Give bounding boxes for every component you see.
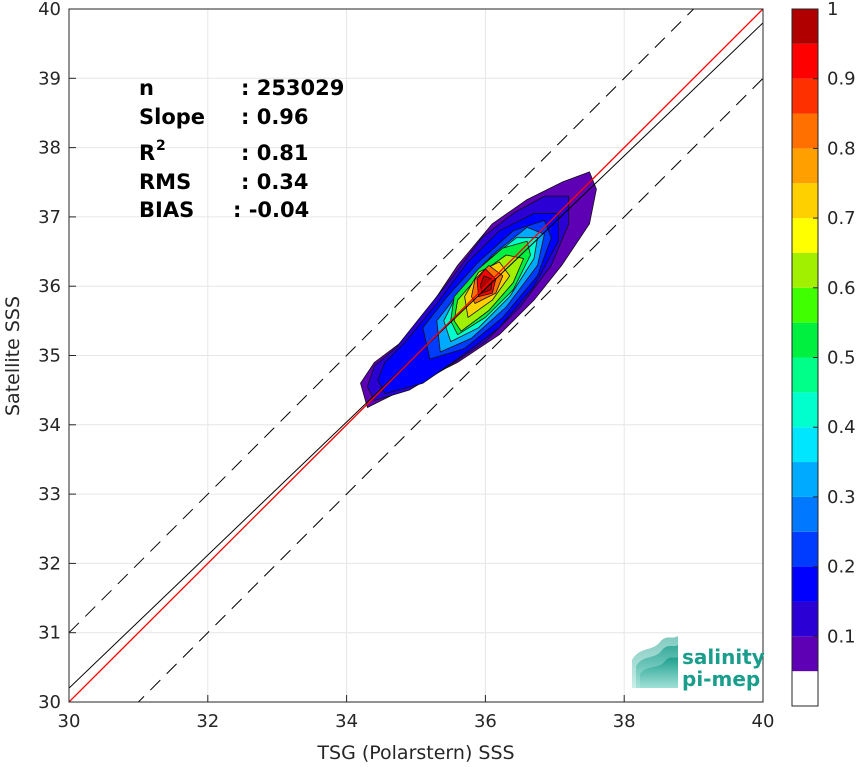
y-tick-label: 36 — [38, 276, 61, 297]
y-tick-label: 39 — [38, 68, 61, 89]
colorbar-segment — [792, 427, 818, 463]
colorbar-tick-label: 0.4 — [827, 417, 856, 438]
colorbar-segment — [792, 462, 818, 497]
colorbar-tick-label: 0.1 — [827, 626, 856, 647]
y-tick-label: 38 — [38, 138, 61, 159]
colorbar-tick-label: 0.7 — [827, 208, 856, 229]
stats-box: n : 253029 Slope : 0.96 R 2 : 0.81 RMS :… — [139, 76, 344, 222]
colorbar-segment — [792, 113, 818, 149]
reference-lines — [69, 9, 763, 702]
y-tick-label: 33 — [38, 484, 61, 505]
colorbar-tick-label: 0.8 — [827, 138, 856, 159]
colorbar-segment — [792, 636, 818, 672]
lower-dashed-line — [137, 77, 763, 702]
x-tick-label: 34 — [335, 711, 358, 732]
stat-n-value: : 253029 — [241, 76, 344, 100]
colorbar: 0.1 0.2 0.3 0.4 0.5 0.6 0.7 0.8 0.9 1 — [791, 0, 856, 707]
y-tick-label: 34 — [38, 415, 61, 436]
stat-r2-value: : 0.81 — [241, 141, 309, 165]
x-axis-label: TSG (Polarstern) SSS — [316, 742, 514, 764]
y-tick-label: 30 — [38, 692, 61, 713]
colorbar-tick-label: 0.2 — [827, 557, 856, 578]
stat-r2-label: R — [139, 141, 155, 165]
x-axis-ticks: 30 32 34 36 38 40 — [58, 695, 775, 732]
colorbar-segment — [792, 43, 818, 79]
stat-rms-value: : 0.34 — [241, 170, 309, 194]
colorbar-segment — [792, 496, 818, 532]
y-axis-ticks: 30 31 32 33 34 35 36 37 38 39 40 — [38, 0, 76, 713]
y-axis-label: Satellite SSS — [2, 296, 24, 416]
colorbar-segment — [792, 9, 818, 44]
colorbar-segment — [792, 566, 818, 602]
colorbar-tick-label: 0.9 — [827, 69, 856, 90]
colorbar-segment — [792, 287, 818, 323]
y-tick-label: 32 — [38, 553, 61, 574]
stat-n-label: n — [139, 76, 154, 100]
x-tick-label: 40 — [752, 711, 775, 732]
colorbar-segment — [792, 392, 818, 428]
y-tick-label: 37 — [38, 207, 61, 228]
stat-slope-value: : 0.96 — [241, 105, 309, 129]
stat-bias-label: BIAS — [139, 198, 194, 222]
y-tick-label: 35 — [38, 346, 61, 367]
colorbar-segment — [792, 671, 818, 706]
stat-rms-label: RMS — [139, 170, 191, 194]
stat-bias-value: : -0.04 — [233, 198, 309, 222]
colorbar-tick-label: 1 — [827, 0, 838, 20]
stat-r2-superscript: 2 — [156, 138, 166, 154]
colorbar-segment — [792, 357, 818, 393]
salinity-pi-mep-logo: salinity pi-mep — [632, 636, 765, 691]
colorbar-tick-label: 0.3 — [827, 487, 856, 508]
colorbar-segment — [792, 322, 818, 358]
colorbar-segment — [792, 218, 818, 253]
logo-line1: salinity — [682, 645, 765, 669]
x-tick-label: 38 — [613, 711, 636, 732]
colorbar-tick-label: 0.5 — [827, 348, 856, 369]
stat-slope-label: Slope — [139, 105, 205, 129]
colorbar-tick-label: 0.6 — [827, 278, 856, 299]
y-tick-label: 31 — [38, 623, 61, 644]
wave-logo-icon — [632, 636, 678, 688]
colorbar-segment — [792, 252, 818, 288]
y-tick-label: 40 — [38, 0, 61, 20]
upper-dashed-line — [69, 9, 695, 634]
x-tick-label: 30 — [58, 711, 81, 732]
colorbar-segment — [792, 183, 818, 219]
identity-line — [69, 9, 763, 702]
colorbar-segment — [792, 78, 818, 114]
logo-line2: pi-mep — [682, 667, 760, 691]
colorbar-segment — [792, 531, 818, 567]
colorbar-segment — [792, 601, 818, 637]
x-tick-label: 36 — [474, 711, 497, 732]
x-tick-label: 32 — [196, 711, 219, 732]
colorbar-segment — [792, 148, 818, 184]
